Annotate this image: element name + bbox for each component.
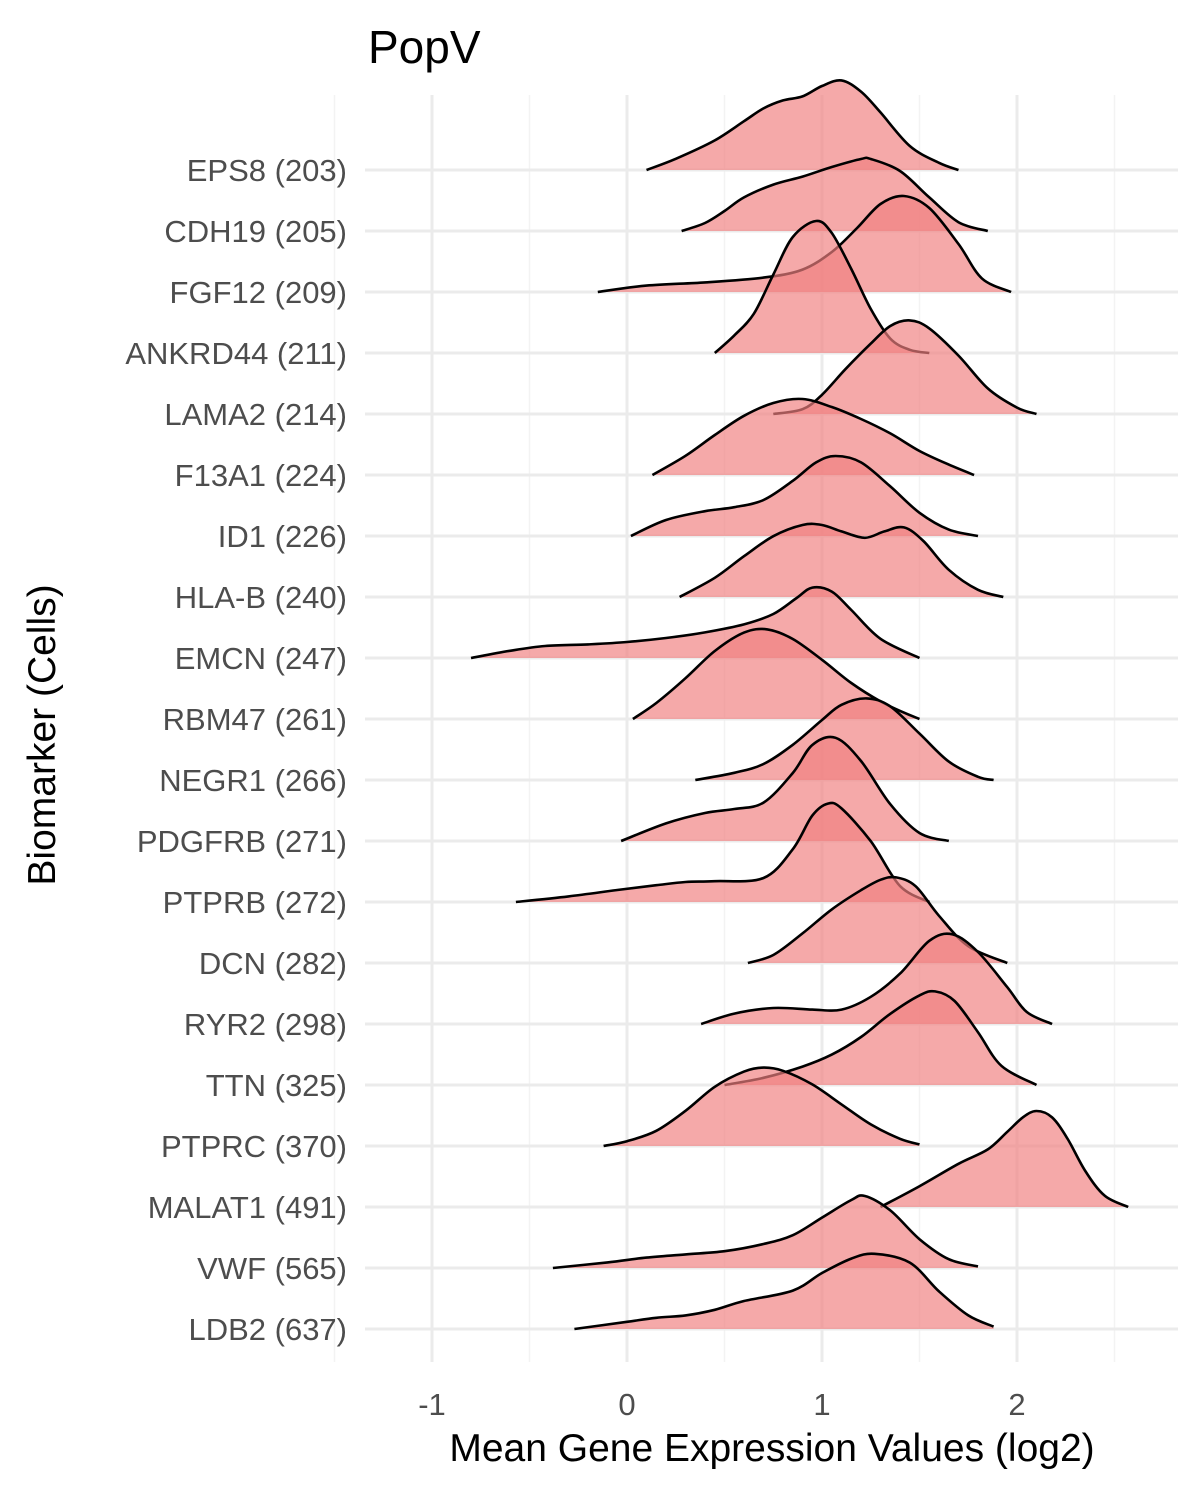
- ridge-area: [724, 991, 1037, 1085]
- ridge-area: [515, 802, 930, 902]
- ridge-negr1: [695, 697, 994, 782]
- y-tick-label: NEGR1 (266): [159, 763, 347, 798]
- ridge-fgf12: [597, 194, 1012, 294]
- ridge-outline: [773, 319, 1037, 416]
- ridge-vwf: [552, 1194, 979, 1270]
- ridge-outline: [620, 735, 950, 843]
- ridge-ttn: [724, 989, 1038, 1087]
- y-tick-label: LDB2 (637): [188, 1312, 347, 1347]
- ridge-ryr2: [700, 932, 1053, 1026]
- ridge-outline: [515, 801, 930, 904]
- x-tick-label: 0: [618, 1387, 635, 1422]
- ridge-outline: [646, 78, 959, 172]
- ridge-f13a1: [651, 397, 975, 477]
- ridge-outline: [747, 875, 1008, 965]
- ridge-area: [695, 698, 994, 780]
- ridge-ptprb: [515, 801, 930, 904]
- x-tick-label: 1: [813, 1387, 830, 1422]
- y-tick-label: MALAT1 (491): [148, 1190, 347, 1225]
- ridge-area: [646, 80, 959, 170]
- ridge-outline: [724, 989, 1038, 1087]
- ridge-area: [552, 1195, 978, 1268]
- chart-title: PopV: [368, 21, 481, 73]
- ridge-area: [621, 736, 949, 841]
- x-axis-title: Mean Gene Expression Values (log2): [449, 1427, 1094, 1470]
- ridge-eps8: [646, 78, 959, 172]
- ridge-outline: [603, 1066, 920, 1148]
- y-tick-label: ID1 (226): [218, 519, 347, 554]
- ridge-outline: [879, 1109, 1129, 1209]
- y-tick-label: LAMA2 (214): [164, 397, 347, 432]
- y-tick-label: PDGFRB (271): [137, 824, 347, 859]
- ridge-area: [679, 523, 1004, 597]
- ridge-area: [632, 628, 920, 719]
- ridge-area: [630, 456, 978, 536]
- y-tick-label: EMCN (247): [175, 641, 347, 676]
- y-tick-label: RBM47 (261): [163, 702, 347, 737]
- ridge-area: [701, 933, 1053, 1024]
- y-tick-label: RYR2 (298): [184, 1007, 347, 1042]
- ridge-area: [773, 320, 1037, 414]
- y-tick-label: PTPRB (272): [163, 885, 347, 920]
- y-tick-label: DCN (282): [199, 946, 347, 981]
- ridge-ptprc: [603, 1066, 920, 1148]
- y-tick-label: CDH19 (205): [164, 214, 347, 249]
- ridge-outline: [695, 697, 994, 782]
- y-tick-label: TTN (325): [206, 1068, 347, 1103]
- ridge-outline: [574, 1252, 995, 1331]
- ridge-lama2: [773, 319, 1037, 416]
- x-tick-label: -1: [418, 1387, 446, 1422]
- y-tick-label: FGF12 (209): [170, 275, 347, 310]
- y-tick-label: F13A1 (224): [175, 458, 347, 493]
- ridge-area: [574, 1253, 994, 1329]
- ridge-outline: [700, 932, 1053, 1026]
- y-axis-title: Biomarker (Cells): [21, 584, 64, 885]
- ridge-area: [652, 398, 975, 475]
- y-tick-label: PTPRC (370): [161, 1129, 347, 1164]
- ridge-area: [597, 195, 1012, 292]
- ridge-outline: [470, 585, 921, 660]
- ridge-outline: [651, 397, 975, 477]
- ridge-area: [880, 1111, 1129, 1207]
- ridge-hla-b: [678, 522, 1004, 599]
- y-tick-label: HLA-B (240): [175, 580, 347, 615]
- y-axis-ticks: LDB2 (637) VWF (565) MALAT1 (491) PTPRC (37…: [125, 153, 347, 1347]
- ridge-area: [471, 587, 920, 658]
- ridge-series: [470, 78, 1129, 1331]
- ridge-emcn: [470, 585, 921, 660]
- ridge-ldb2: [574, 1252, 995, 1331]
- ridge-outline: [678, 522, 1004, 599]
- ridge-pdgfrb: [620, 735, 950, 843]
- ridge-malat1: [879, 1109, 1129, 1209]
- ridge-outline: [681, 156, 989, 233]
- ridge-outline: [597, 194, 1012, 294]
- ridge-id1: [630, 454, 979, 538]
- ridge-outline: [630, 454, 979, 538]
- x-axis-ticks: -1 0 1 2: [418, 1387, 1025, 1422]
- x-tick-label: 2: [1008, 1387, 1025, 1422]
- ridge-outline: [552, 1194, 979, 1270]
- ridge-area: [603, 1067, 920, 1146]
- y-tick-label: ANKRD44 (211): [125, 336, 347, 371]
- y-tick-label: VWF (565): [197, 1251, 347, 1286]
- y-tick-label: EPS8 (203): [187, 153, 347, 188]
